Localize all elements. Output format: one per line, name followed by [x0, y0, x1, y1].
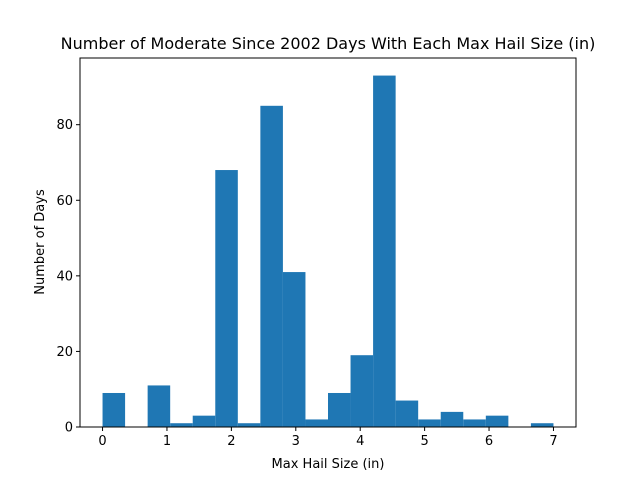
x-tick-label: 2 [227, 434, 235, 449]
x-tick-label: 5 [420, 434, 428, 449]
histogram-bar [395, 400, 419, 427]
histogram-bar [237, 423, 261, 427]
histogram-bar [530, 423, 554, 427]
histogram-bar [215, 170, 238, 427]
y-axis-label: Number of Days [33, 189, 48, 295]
histogram-bar [328, 392, 351, 427]
histogram-bar [418, 419, 441, 427]
histogram-bar [282, 272, 306, 427]
x-axis-label: Max Hail Size (in) [272, 457, 385, 472]
x-tick-label: 7 [549, 434, 557, 449]
histogram-bar [305, 419, 328, 427]
histogram-bar [102, 392, 126, 427]
histogram-bar [192, 415, 216, 427]
y-tick-label: 40 [56, 269, 73, 284]
histogram-bar [170, 423, 193, 427]
histogram-bar [463, 419, 486, 427]
x-tick-label: 0 [98, 434, 106, 449]
histogram-bar [373, 75, 396, 428]
histogram-bar [440, 411, 464, 427]
x-axis: 0 1 2 3 4 5 6 7 [98, 427, 558, 449]
y-tick-label: 80 [56, 118, 73, 133]
histogram-bar [350, 355, 374, 427]
x-tick-label: 4 [356, 434, 364, 449]
histogram-bar [147, 385, 171, 427]
x-tick-label: 1 [163, 434, 171, 449]
histogram-bar [260, 105, 283, 427]
histogram-bar [485, 415, 509, 427]
chart-title: Number of Moderate Since 2002 Days With … [61, 34, 596, 53]
x-tick-label: 6 [485, 434, 493, 449]
y-tick-label: 20 [56, 345, 73, 360]
bars-group [102, 75, 554, 428]
y-tick-label: 0 [65, 421, 73, 436]
plot-frame [79, 57, 577, 428]
x-tick-label: 3 [292, 434, 300, 449]
y-tick-label: 60 [56, 194, 73, 209]
y-axis: 0 20 40 60 80 [56, 118, 80, 436]
